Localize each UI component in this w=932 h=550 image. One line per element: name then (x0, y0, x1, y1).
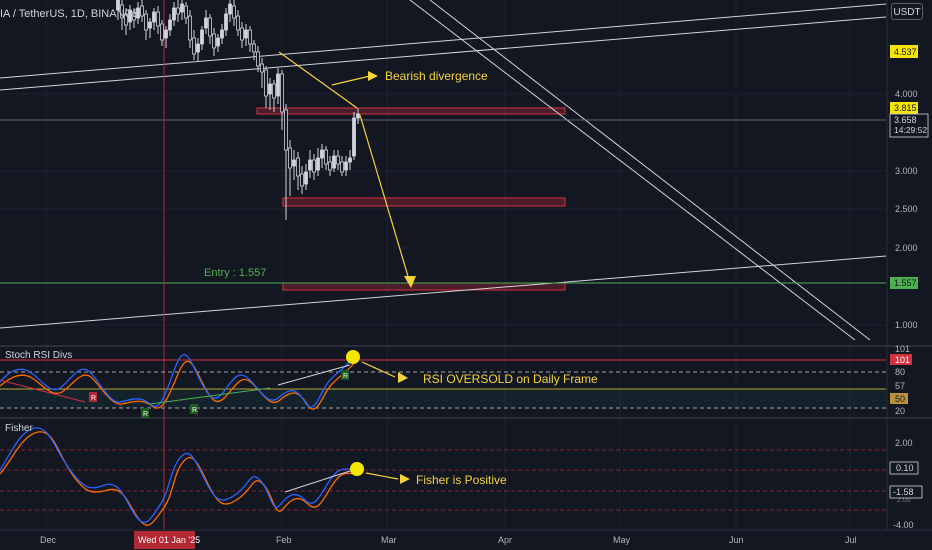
fisher-lines (0, 427, 361, 526)
rsi-note-arrow (361, 361, 396, 378)
signal-marker: R (343, 373, 348, 380)
fisher-badge-value-text: 0.10 (896, 463, 914, 473)
rsi-axis[interactable]: 101 80 57 20 (895, 344, 910, 416)
fisher-badge-trigger-text: -1.58 (893, 487, 914, 497)
rsi-note-label: RSI OVERSOLD on Daily Frame (423, 372, 598, 386)
stoch-rsi-lines (0, 354, 358, 410)
time-label: Mar (381, 535, 397, 545)
fisher-note-label: Fisher is Positive (416, 473, 507, 487)
rsi-badge-value-text: 50 (895, 394, 905, 404)
rsi-badge-upper-text: 101 (895, 355, 910, 365)
fisher-note-arrowhead (400, 474, 410, 484)
rsi-pane-title[interactable]: Stoch RSI Divs (5, 350, 73, 361)
time-cursor-label: Wed 01 Jan '25 (138, 535, 200, 545)
rsi-highlight-dot (346, 350, 360, 364)
price-badge-mid-text: 3.815 (894, 103, 917, 113)
fisher-badge-value (889, 461, 919, 475)
price-badge-entry (890, 277, 918, 289)
rsi-signal-markers: R R R R (89, 370, 349, 418)
resistance-zone[interactable] (256, 107, 566, 115)
candlesticks (116, 0, 360, 220)
time-axis[interactable]: Dec Feb Mar Apr May Jun Jul (40, 535, 857, 545)
signal-marker: R (143, 411, 148, 418)
rsi-tick: 57 (895, 381, 905, 391)
bearish-label: Bearish divergence (385, 69, 488, 83)
signal-marker: R (192, 407, 197, 414)
fisher-badge-trigger (889, 485, 923, 499)
rsi-note-arrowhead (398, 372, 408, 383)
price-badge-current-text: 3.658 (894, 115, 917, 125)
signal-marker: R (91, 395, 96, 402)
time-label: Dec (40, 535, 57, 545)
fisher-tick: 2.00 (895, 438, 913, 448)
trend-lines[interactable] (0, 0, 887, 341)
arrow-head-down (404, 276, 416, 288)
lower-trend-line (0, 255, 887, 329)
rsi-badge-value (890, 393, 908, 404)
support-zone-mid[interactable] (282, 197, 566, 207)
price-badge-entry-text: 1.557 (894, 278, 917, 288)
time-cursor-badge (134, 531, 195, 549)
time-label: Jul (845, 535, 857, 545)
fisher-divergence-line (284, 469, 354, 493)
entry-label: Entry : 1.557 (204, 267, 266, 279)
time-label: Apr (498, 535, 512, 545)
upper-channel-line-1 (0, 3, 887, 79)
upper-channel-line-2 (0, 16, 887, 91)
price-badge-mid (890, 102, 918, 114)
rsi-badge-upper (890, 354, 912, 365)
time-label: Feb (276, 535, 292, 545)
countdown-text: 14:29:52 (894, 125, 927, 135)
price-tick: 2.000 (895, 243, 918, 253)
price-axis[interactable]: 4.000 3.000 2.500 2.000 1.000 (895, 89, 918, 330)
price-badge-current (889, 113, 929, 138)
currency-button[interactable]: USDT (891, 3, 923, 20)
symbol-title[interactable]: IA / TetherUS, 1D, BINANCE (0, 8, 140, 20)
price-badge-upper-text: 4.537 (894, 47, 917, 57)
price-tick: 1.000 (895, 320, 918, 330)
fisher-pane-title[interactable]: Fisher (5, 423, 33, 434)
rsi-tick: 20 (895, 406, 905, 416)
rsi-band-fill (0, 389, 886, 408)
time-label: Jun (729, 535, 744, 545)
time-label: May (613, 535, 631, 545)
fisher-tick: 2.00 (897, 497, 911, 504)
rsi-divergence-lines (0, 364, 351, 405)
fisher-tick: -4.00 (893, 520, 914, 530)
divergence-drawing[interactable] (278, 51, 411, 284)
rsi-tick: 101 (895, 344, 910, 354)
fisher-highlight-dot (350, 462, 364, 476)
fisher-axis[interactable]: 2.00 -4.00 2.00 (893, 438, 914, 530)
rsi-tick: 80 (895, 367, 905, 377)
arrow-head-right (368, 71, 378, 81)
price-tick: 3.000 (895, 166, 918, 176)
price-tick: 2.500 (895, 204, 918, 214)
fisher-note-arrow (365, 472, 399, 480)
target-zone[interactable] (282, 282, 566, 291)
main-grid (0, 0, 886, 530)
price-tick: 4.000 (895, 89, 918, 99)
fisher-levels (0, 449, 886, 511)
price-badge-upper (890, 45, 918, 58)
